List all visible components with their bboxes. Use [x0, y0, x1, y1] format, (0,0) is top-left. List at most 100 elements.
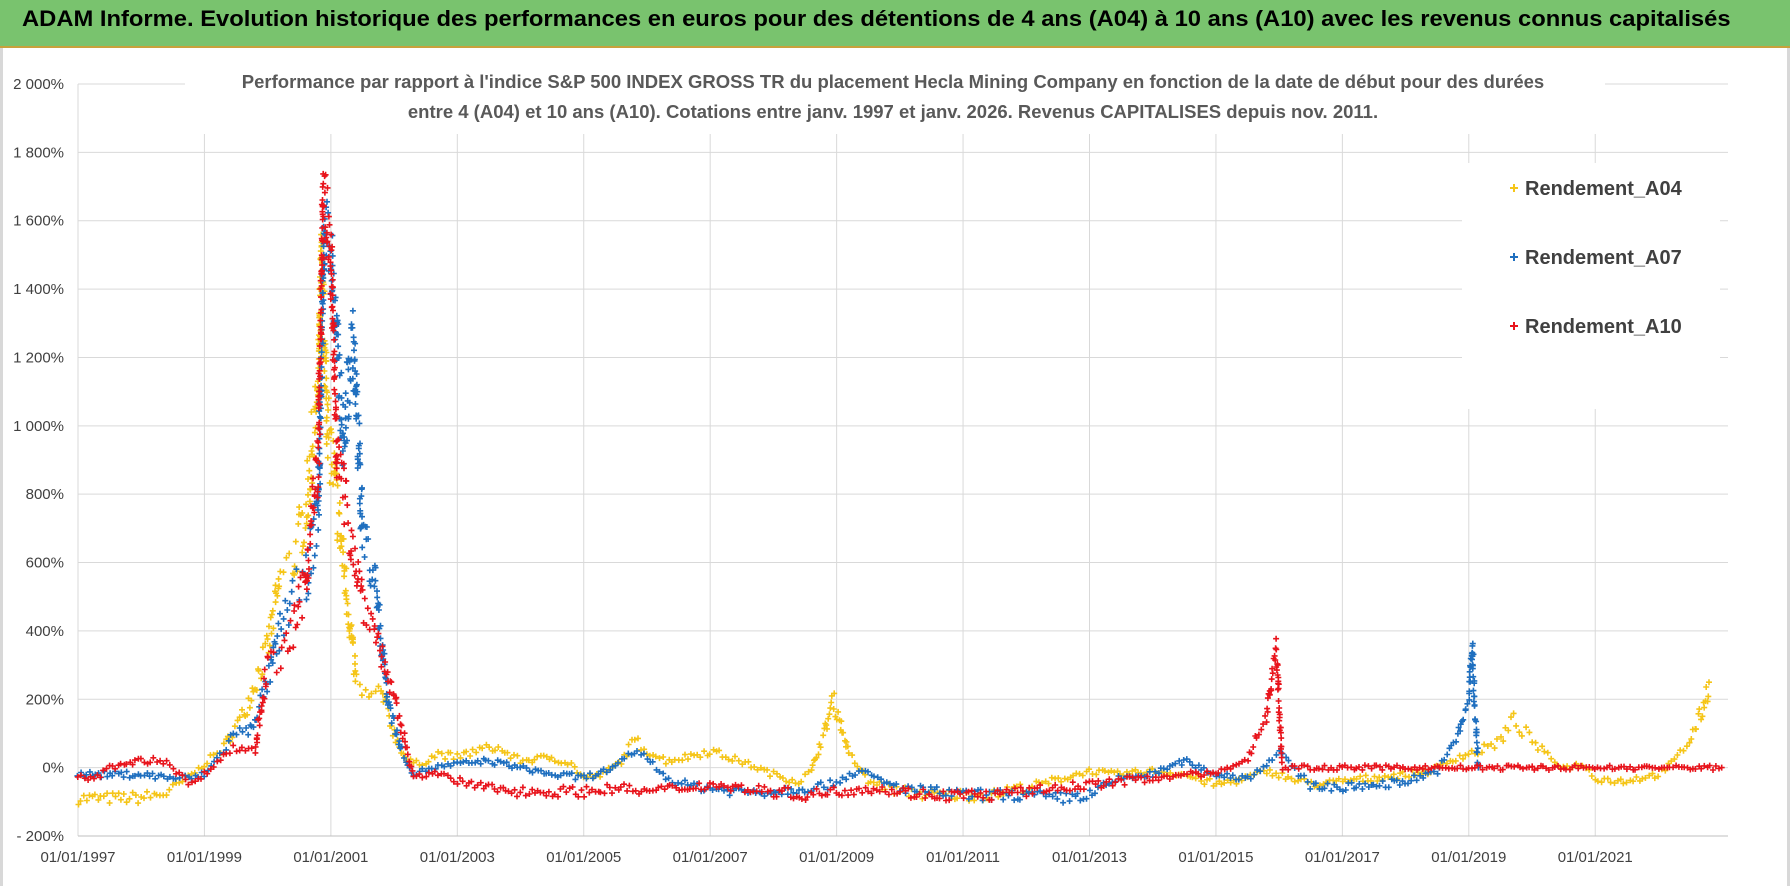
rendement-a04-point: [117, 796, 124, 803]
rendement-a04-point: [272, 582, 279, 589]
rendement-a04-point: [324, 454, 331, 461]
rendement-a10-point: [341, 465, 347, 472]
rendement-a10-point: [773, 793, 780, 800]
rendement-a10-point: [957, 791, 964, 798]
rendement-a07-point: [320, 243, 327, 250]
rendement-a10-point: [157, 757, 164, 764]
rendement-a04-point: [246, 704, 253, 711]
rendement-a10-point: [1494, 763, 1501, 770]
rendement-a10-point: [450, 778, 457, 785]
rendement-a07-point: [1195, 762, 1202, 769]
rendement-a04-point: [1523, 724, 1530, 731]
rendement-a10-point: [459, 778, 466, 785]
rendement-a10-point: [112, 765, 119, 772]
rendement-a04-point: [1617, 776, 1624, 783]
rendement-a10-point: [210, 764, 217, 770]
rendement-a04-point: [1498, 733, 1504, 740]
rendement-a10-point: [865, 788, 872, 795]
rendement-a10-point: [827, 786, 834, 793]
rendement-a07-point: [358, 493, 365, 500]
rendement-a07-point: [1466, 668, 1473, 675]
rendement-a10-point: [378, 653, 385, 660]
rendement-a04-point: [1488, 741, 1495, 748]
rendement-a04-point: [625, 741, 632, 748]
rendement-a10-point: [316, 384, 323, 391]
rendement-a10-point: [294, 621, 301, 628]
rendement-a10-point: [305, 557, 312, 564]
rendement-a07-point: [394, 727, 400, 734]
legend-box: [1462, 163, 1720, 409]
rendement-a10-point: [331, 336, 338, 343]
rendement-a10-point: [261, 695, 268, 702]
rendement-a04-point: [1683, 743, 1690, 750]
rendement-a10-point: [258, 708, 265, 715]
rendement-a04-point: [854, 763, 861, 770]
rendement-a04-point: [269, 607, 276, 614]
rendement-a10-point: [173, 770, 180, 777]
rendement-a10-point: [1014, 789, 1021, 796]
rendement-a07-point: [285, 622, 292, 628]
rendement-a10-point: [468, 778, 475, 785]
rendement-a10-point: [343, 477, 350, 484]
rendement-a07-point: [871, 773, 877, 780]
rendement-a04-point: [435, 748, 442, 755]
rendement-a04-point: [301, 539, 307, 546]
rendement-a07-point: [1011, 797, 1018, 804]
rendement-a10-point: [1132, 777, 1139, 784]
rendement-a07-point: [338, 416, 345, 423]
rendement-a04-point: [268, 630, 275, 637]
rendement-a04-point: [1598, 779, 1605, 786]
rendement-a04-point: [325, 395, 332, 402]
rendement-a04-point: [830, 706, 837, 712]
rendement-a10-point: [710, 780, 717, 787]
rendement-a07-point: [275, 620, 282, 627]
rendement-a10-point: [388, 679, 395, 686]
rendement-a04-point: [248, 697, 255, 704]
rendement-a04-point: [551, 758, 558, 765]
rendement-a04-point: [1703, 684, 1710, 690]
rendement-a10-point: [601, 790, 608, 797]
rendement-a10-point: [1268, 676, 1275, 683]
rendement-a07-point: [349, 375, 356, 382]
rendement-a04-point: [325, 407, 332, 413]
rendement-a10-point: [870, 785, 877, 792]
rendement-a07-point: [1348, 779, 1355, 786]
rendement-a10-point: [940, 788, 947, 795]
rendement-a04-point: [1532, 739, 1539, 746]
rendement-a10-point: [321, 189, 328, 196]
rendement-a04-point: [77, 798, 84, 804]
rendement-a04-point: [479, 745, 486, 752]
rendement-a07-point: [485, 757, 492, 764]
rendement-a10-point: [1551, 764, 1558, 770]
rendement-a10-point: [1008, 789, 1015, 796]
rendement-a10-point: [295, 583, 302, 590]
rendement-a04-point: [163, 792, 170, 799]
rendement-a10-point: [304, 546, 311, 553]
rendement-a04-point: [166, 786, 173, 793]
rendement-a07-point: [359, 513, 365, 520]
rendement-a07-point: [491, 761, 498, 768]
rendement-a10-point: [830, 784, 837, 791]
rendement-a07-point: [1156, 770, 1162, 777]
rendement-a10-point: [1712, 763, 1719, 769]
rendement-a07-point: [883, 779, 890, 786]
rendement-a10-point: [543, 792, 550, 799]
rendement-a10-point: [669, 782, 676, 789]
rendement-a04-point: [303, 501, 310, 508]
rendement-a10-point: [330, 351, 337, 358]
rendement-a10-point: [423, 773, 430, 780]
rendement-a07-point: [1417, 772, 1424, 779]
rendement-a10-point: [103, 765, 110, 772]
rendement-a04-point: [323, 375, 330, 382]
rendement-a07-point: [239, 728, 246, 735]
rendement-a10-point: [859, 789, 866, 796]
rendement-a04-point: [507, 755, 514, 762]
rendement-a10-point: [1457, 762, 1464, 769]
rendement-a07-point: [286, 600, 293, 607]
rendement-a07-point: [316, 450, 323, 457]
rendement-a10-point: [85, 777, 92, 783]
rendement-a07-point: [1385, 784, 1392, 791]
rendement-a04-point: [1070, 772, 1077, 779]
rendement-a04-point: [1698, 716, 1705, 723]
rendement-a04-point: [1513, 722, 1520, 729]
